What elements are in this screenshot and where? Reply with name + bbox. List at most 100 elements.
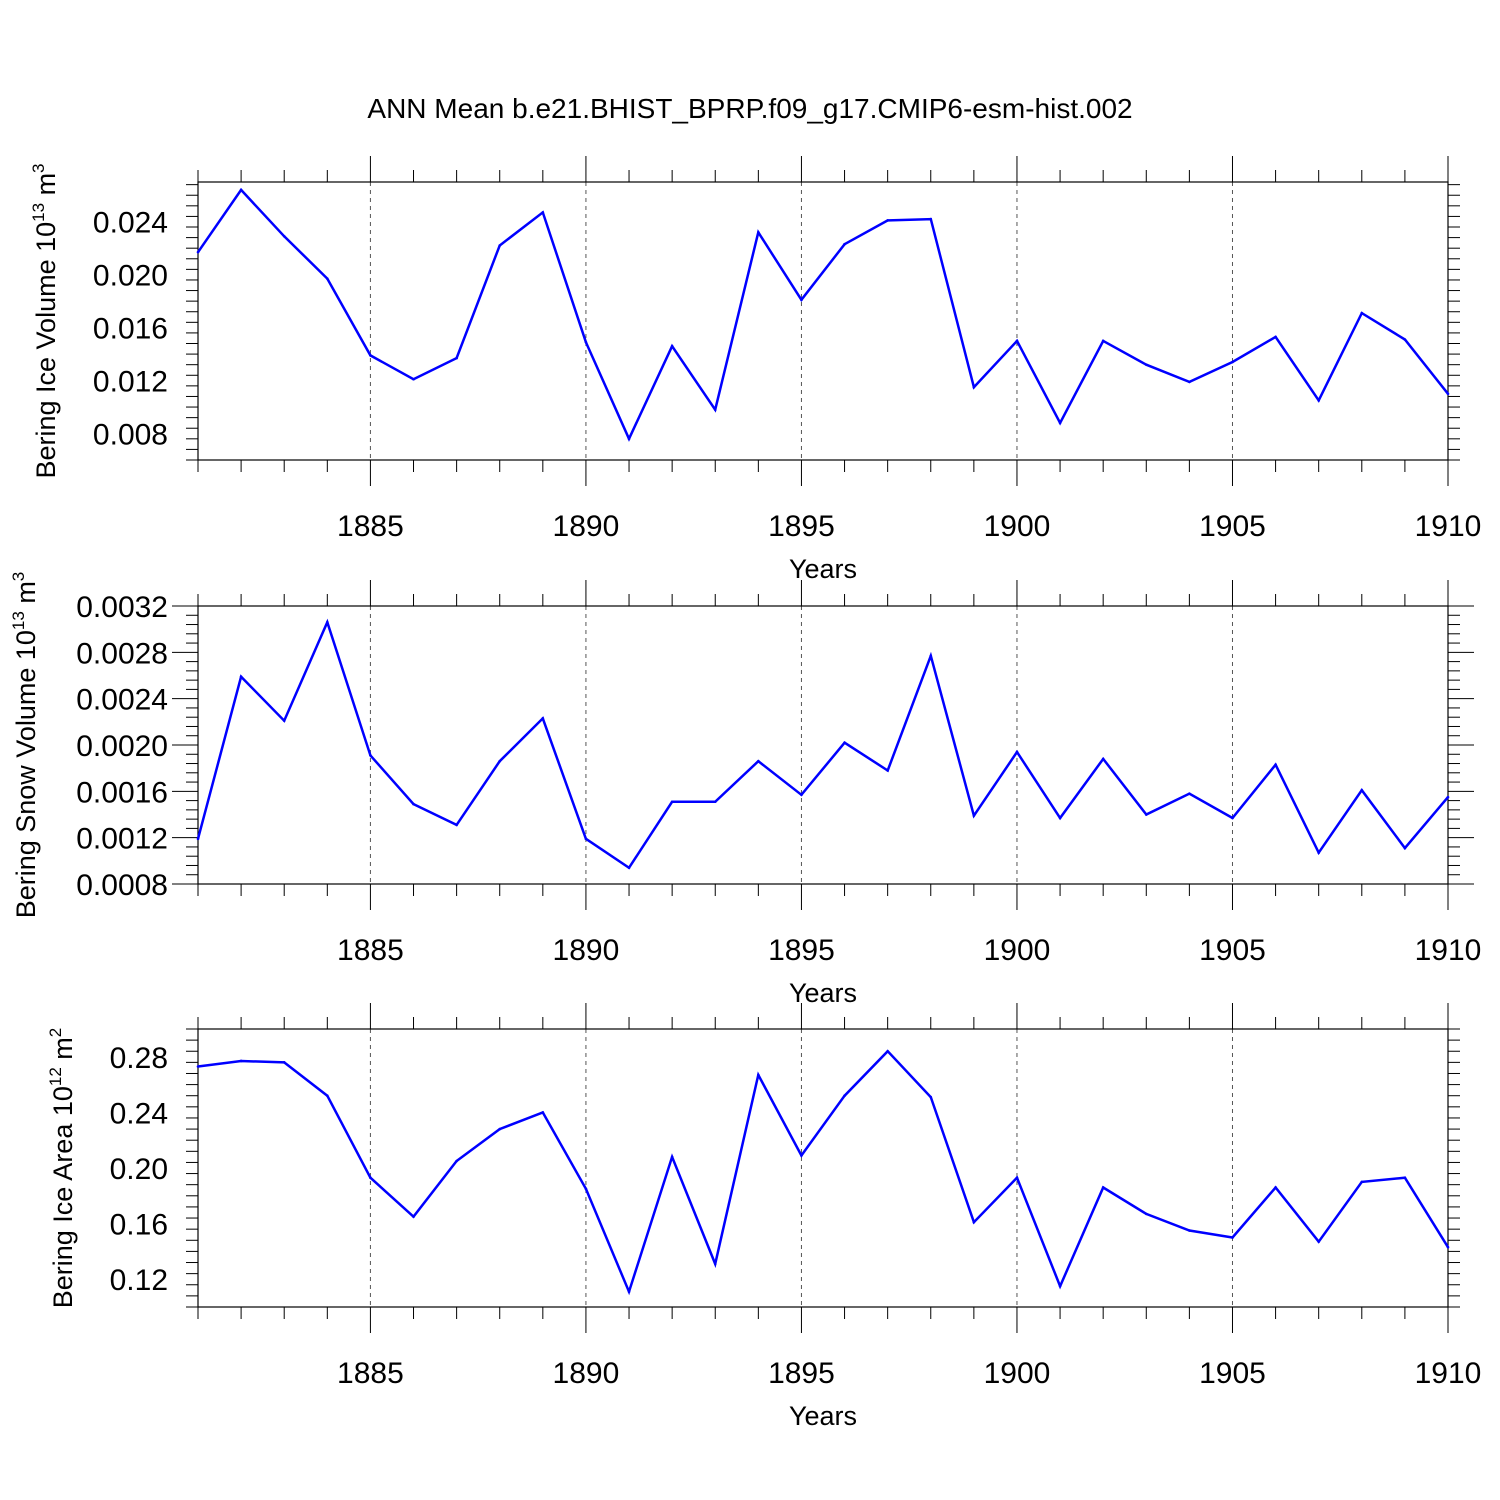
series-0-point-1910 — [1446, 392, 1450, 396]
series-1-point-1909 — [1403, 846, 1407, 850]
series-2-point-1887 — [455, 1159, 458, 1163]
series-1-x-tick-label: 1890 — [553, 934, 620, 967]
series-0-x-tick-label: 1885 — [337, 510, 404, 543]
series-2-point-1888 — [498, 1127, 502, 1131]
figure-title: ANN Mean b.e21.BHIST_BPRP.f09_g17.CMIP6-… — [367, 93, 1132, 124]
series-0-point-1894 — [757, 231, 760, 234]
series-1-point-1885 — [369, 754, 372, 757]
series-1-x-tick-label: 1895 — [768, 934, 835, 967]
series-2-point-1881 — [196, 1065, 200, 1068]
series-1-x-tick-label: 1885 — [337, 934, 404, 967]
series-0-y-axis-label: Bering Ice Volume 1013 m3 — [29, 163, 61, 478]
series-1-x-tick-label: 1900 — [984, 934, 1051, 967]
series-2-point-1905 — [1231, 1236, 1234, 1239]
series-0-point-1896 — [843, 242, 846, 246]
series-1-plot-frame — [197, 605, 1449, 885]
series-1-point-1902 — [1101, 757, 1105, 761]
series-2-data-line — [197, 1049, 1450, 1296]
series-0-point-1897 — [886, 219, 889, 222]
series-0-point-1908 — [1360, 311, 1364, 315]
series-0-point-1901 — [1058, 421, 1062, 425]
series-1-point-1899 — [972, 814, 976, 817]
series-1-y-tick-label: 0.0024 — [76, 684, 168, 717]
series-1-point-1891 — [627, 866, 631, 870]
series-2-point-1883 — [282, 1061, 286, 1064]
series-0-point-1884 — [326, 277, 329, 280]
series-2-x-tick-label: 1885 — [337, 1357, 404, 1390]
series-1-point-1910 — [1446, 795, 1450, 799]
panel-ice-volume: 0.008 0.012 0.016 0.020 0.024 1885 1890 1895 190… — [29, 156, 1481, 584]
series-2-point-1895 — [800, 1154, 803, 1157]
series-0-point-1881 — [196, 250, 200, 254]
series-1-point-1892 — [670, 800, 674, 804]
series-1-point-1890 — [584, 837, 588, 841]
series-1-point-1904 — [1188, 792, 1191, 795]
series-2-x-tick-label: 1905 — [1199, 1357, 1266, 1390]
series-0-y-tick-label: 0.012 — [93, 366, 168, 399]
series-2-point-1884 — [326, 1094, 329, 1098]
series-1-point-1906 — [1274, 763, 1277, 766]
series-1-point-1907 — [1317, 851, 1320, 855]
series-2-x-tick-label: 1890 — [553, 1357, 620, 1390]
series-0-x-axis-label: Years — [789, 554, 857, 584]
series-0-x-tick-label: 1890 — [553, 510, 620, 543]
series-1-point-1903 — [1144, 813, 1148, 816]
series-0-y-tick-label: 0.008 — [93, 419, 168, 452]
series-1-y-tick-label: 0.0028 — [76, 637, 168, 670]
series-2-point-1882 — [239, 1059, 243, 1063]
series-2-point-1885 — [369, 1176, 372, 1180]
series-0-point-1892 — [670, 344, 674, 348]
series-2-y-tick-label: 0.28 — [110, 1042, 168, 1075]
series-1-y-tick-label: 0.0016 — [76, 776, 168, 809]
series-2-point-1903 — [1144, 1212, 1148, 1216]
series-1-point-1898 — [929, 654, 933, 658]
series-2-point-1904 — [1188, 1229, 1191, 1232]
series-0-point-1888 — [498, 244, 502, 247]
series-2-point-1889 — [541, 1111, 545, 1114]
series-0-point-1903 — [1144, 363, 1148, 366]
panel-ice-area: 0.12 0.16 0.20 0.24 0.28 1885 1890 1895 1900 1905… — [46, 1003, 1481, 1431]
series-0-point-1889 — [541, 211, 545, 214]
series-1-point-1897 — [886, 769, 889, 772]
series-2-point-1896 — [843, 1094, 846, 1098]
series-0-x-tick-label: 1900 — [984, 510, 1051, 543]
series-2-point-1892 — [670, 1155, 674, 1159]
series-0-point-1886 — [412, 377, 415, 381]
series-1-point-1908 — [1360, 788, 1364, 792]
series-2-x-tick-label: 1900 — [984, 1357, 1051, 1390]
series-0-point-1906 — [1274, 335, 1277, 339]
series-2-y-tick-label: 0.12 — [110, 1264, 168, 1297]
series-1-point-1894 — [757, 759, 760, 763]
series-1-point-1905 — [1231, 816, 1234, 820]
series-2-x-axis-label: Years — [789, 1401, 857, 1431]
series-0-point-1885 — [369, 354, 372, 357]
series-0-y-tick-label: 0.020 — [93, 260, 168, 293]
series-0-plot-frame — [197, 181, 1449, 461]
series-0-x-tick-label: 1905 — [1199, 510, 1266, 543]
series-0-point-1909 — [1403, 338, 1407, 341]
series-2-point-1902 — [1101, 1186, 1105, 1189]
series-0-point-1895 — [800, 298, 803, 302]
series-2-point-1899 — [972, 1220, 976, 1224]
series-0-data-line — [196, 187, 1449, 442]
series-2-point-1894 — [757, 1073, 760, 1077]
series-2-y-axis-label: Bering Ice Area 1012 m2 — [46, 1028, 78, 1309]
series-1-point-1888 — [498, 759, 502, 763]
series-0-point-1900 — [1015, 339, 1019, 343]
series-1-point-1886 — [412, 802, 415, 806]
series-2-plot-frame — [197, 1028, 1449, 1308]
series-1-point-1884 — [326, 620, 329, 624]
series-1-point-1887 — [455, 823, 458, 827]
series-1-point-1895 — [800, 793, 803, 797]
series-2-point-1907 — [1317, 1240, 1320, 1243]
series-2-point-1893 — [713, 1262, 717, 1266]
series-0-point-1902 — [1101, 339, 1105, 343]
series-0-point-1891 — [627, 437, 631, 441]
series-1-point-1893 — [713, 800, 717, 804]
series-2-point-1897 — [886, 1049, 889, 1053]
series-2-x-tick-label: 1895 — [768, 1357, 835, 1390]
series-2-point-1901 — [1058, 1284, 1062, 1288]
series-0-point-1899 — [972, 385, 976, 389]
series-0-point-1883 — [282, 234, 286, 238]
